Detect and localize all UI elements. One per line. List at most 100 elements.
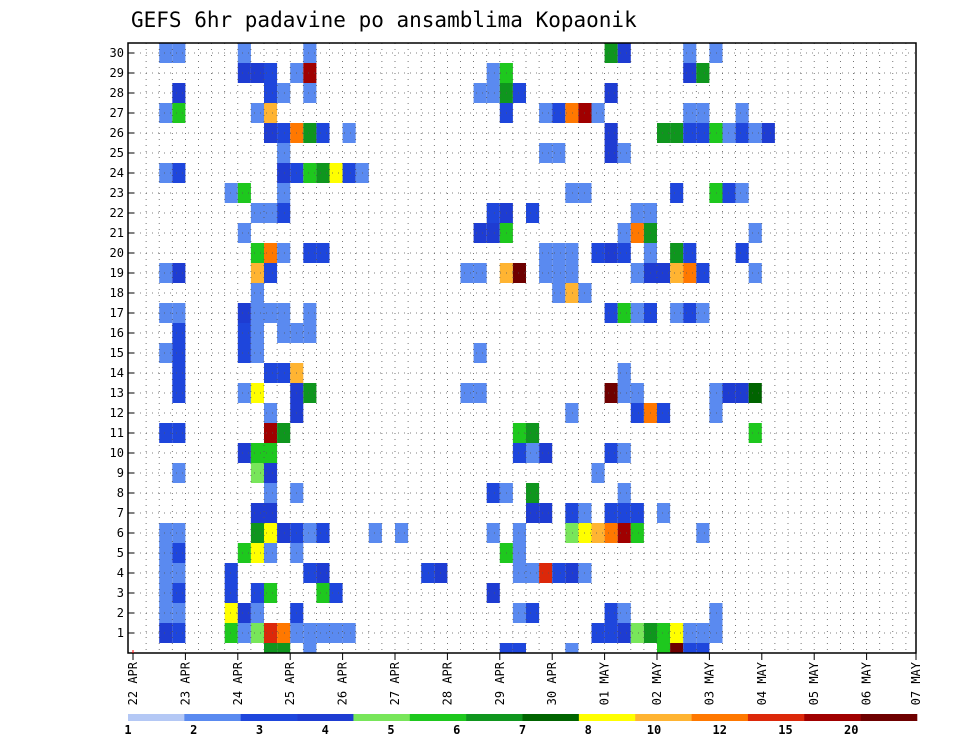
y-tick-label: 7 [117,506,124,520]
heatmap-cell [512,563,526,583]
heatmap-cell [303,123,317,143]
colorbar-label: 5 [387,723,394,737]
heatmap-cell [552,263,566,283]
heatmap-cell [303,523,317,543]
colorbar-label: 8 [585,723,592,737]
y-tick-label: 11 [110,426,124,440]
plot-frame [127,42,917,654]
chart-title: GEFS 6hr padavine po ansamblima Kopaonik [131,8,637,32]
heatmap-cells [159,43,775,653]
heatmap-cell [224,563,238,583]
heatmap-cell [630,383,644,403]
y-tick-label: 28 [110,86,124,100]
heatmap-cell [250,543,264,563]
heatmap-cell [277,143,291,163]
heatmap-cell [670,643,684,653]
heatmap-cell [617,443,631,463]
heatmap-cell [329,163,343,183]
heatmap-cell [696,303,710,323]
heatmap-cell [277,423,291,443]
colorbar-label: 20 [844,723,858,737]
heatmap-cell [172,383,186,403]
heatmap-cell [303,323,317,343]
heatmap-cell [159,543,173,563]
heatmap-cell [277,363,291,383]
colorbar-label: 12 [713,723,727,737]
heatmap-cell [159,603,173,623]
heatmap-cell [604,443,618,463]
heatmap-cell [552,143,566,163]
heatmap-cell [159,343,173,363]
colorbar-swatch [635,714,692,721]
heatmap-cell [670,183,684,203]
heatmap-cell [316,243,330,263]
heatmap-cell [172,83,186,103]
heatmap-cell [342,163,356,183]
heatmap-cell [172,523,186,543]
heatmap-cell [604,623,618,643]
x-axis: 22 APR 23 APR 24 APR 25 APR 26 APR 27 APR 28 A… [126,650,923,705]
heatmap-cell [565,503,579,523]
heatmap-cell [565,403,579,423]
heatmap-cell [264,583,278,603]
heatmap-cell [526,203,540,223]
heatmap-cell [473,83,487,103]
x-tick-label: 28 APR [440,661,454,705]
heatmap-cell [237,43,251,63]
heatmap-cell [539,263,553,283]
heatmap-cell [237,63,251,83]
heatmap-cell [539,563,553,583]
y-tick-label: 23 [110,186,124,200]
heatmap-cell [526,443,540,463]
heatmap-cell [316,623,330,643]
heatmap-cell [237,303,251,323]
x-tick-label: 30 APR [545,661,559,705]
heatmap-cell [512,603,526,623]
heatmap-cell [526,483,540,503]
heatmap-cell [630,203,644,223]
heatmap-cell [250,503,264,523]
heatmap-cell [250,583,264,603]
heatmap-cell [473,263,487,283]
heatmap-cell [565,643,579,653]
colorbar-label: 4 [322,723,329,737]
heatmap-cell [670,303,684,323]
x-tick-label: 26 APR [336,661,350,705]
heatmap-cell [591,103,605,123]
y-tick-label: 13 [110,386,124,400]
heatmap-cell [277,203,291,223]
heatmap-cell [250,343,264,363]
y-axis: 1234567891011121314151617181920212223242… [110,46,134,640]
y-tick-label: 21 [110,226,124,240]
colorbar-swatch [240,714,298,721]
heatmap-cell [722,383,736,403]
heatmap-cell [316,563,330,583]
colorbar-label: 10 [647,723,661,737]
heatmap-cell [565,563,579,583]
heatmap-cell [250,323,264,343]
colorbar-swatch [747,714,805,721]
heatmap-cell [617,503,631,523]
colorbar-swatch [522,714,580,721]
x-tick-label: 29 APR [493,661,507,705]
heatmap-cell [748,423,762,443]
heatmap-cell [683,303,697,323]
heatmap-cell [316,583,330,603]
heatmap-cell [486,583,500,603]
heatmap-cell [264,303,278,323]
heatmap-cell [473,343,487,363]
heatmap-cell [277,243,291,263]
heatmap-cell [552,563,566,583]
heatmap-cell [512,643,526,653]
heatmap-cell [617,483,631,503]
heatmap-cell [683,63,697,83]
y-tick-label: 16 [110,326,124,340]
heatmap-cell [264,643,278,653]
heatmap-cell [617,603,631,623]
heatmap-cell [172,263,186,283]
heatmap-cell [683,43,697,63]
heatmap-cell [237,603,251,623]
heatmap-cell [329,623,343,643]
heatmap-cell [604,243,618,263]
heatmap-cell [657,643,671,653]
